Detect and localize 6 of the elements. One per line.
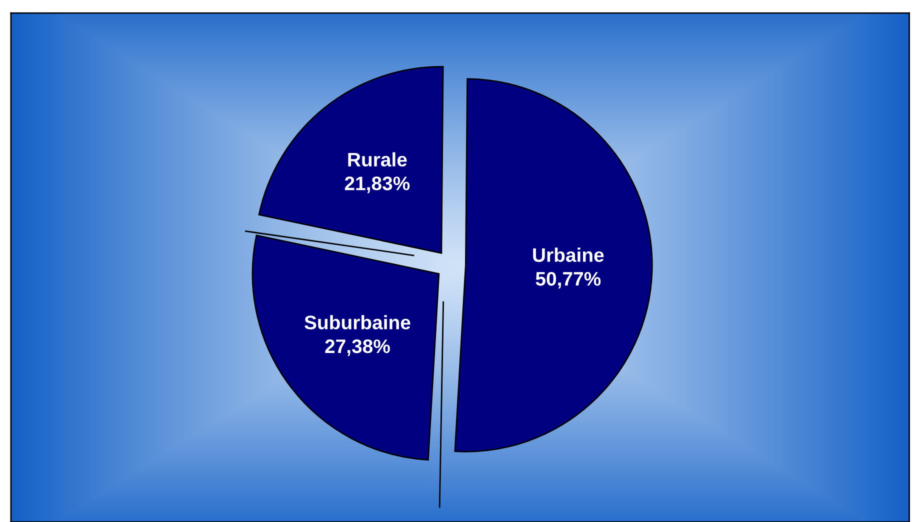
slice-label: Urbaine xyxy=(533,248,604,262)
slice-label: Rurale xyxy=(348,152,407,167)
data-label: 27,38% xyxy=(325,339,390,356)
data-label: 50,77% xyxy=(536,272,601,289)
data-label: 21,83% xyxy=(344,176,410,194)
slice-label: Suburbaine xyxy=(304,315,410,330)
